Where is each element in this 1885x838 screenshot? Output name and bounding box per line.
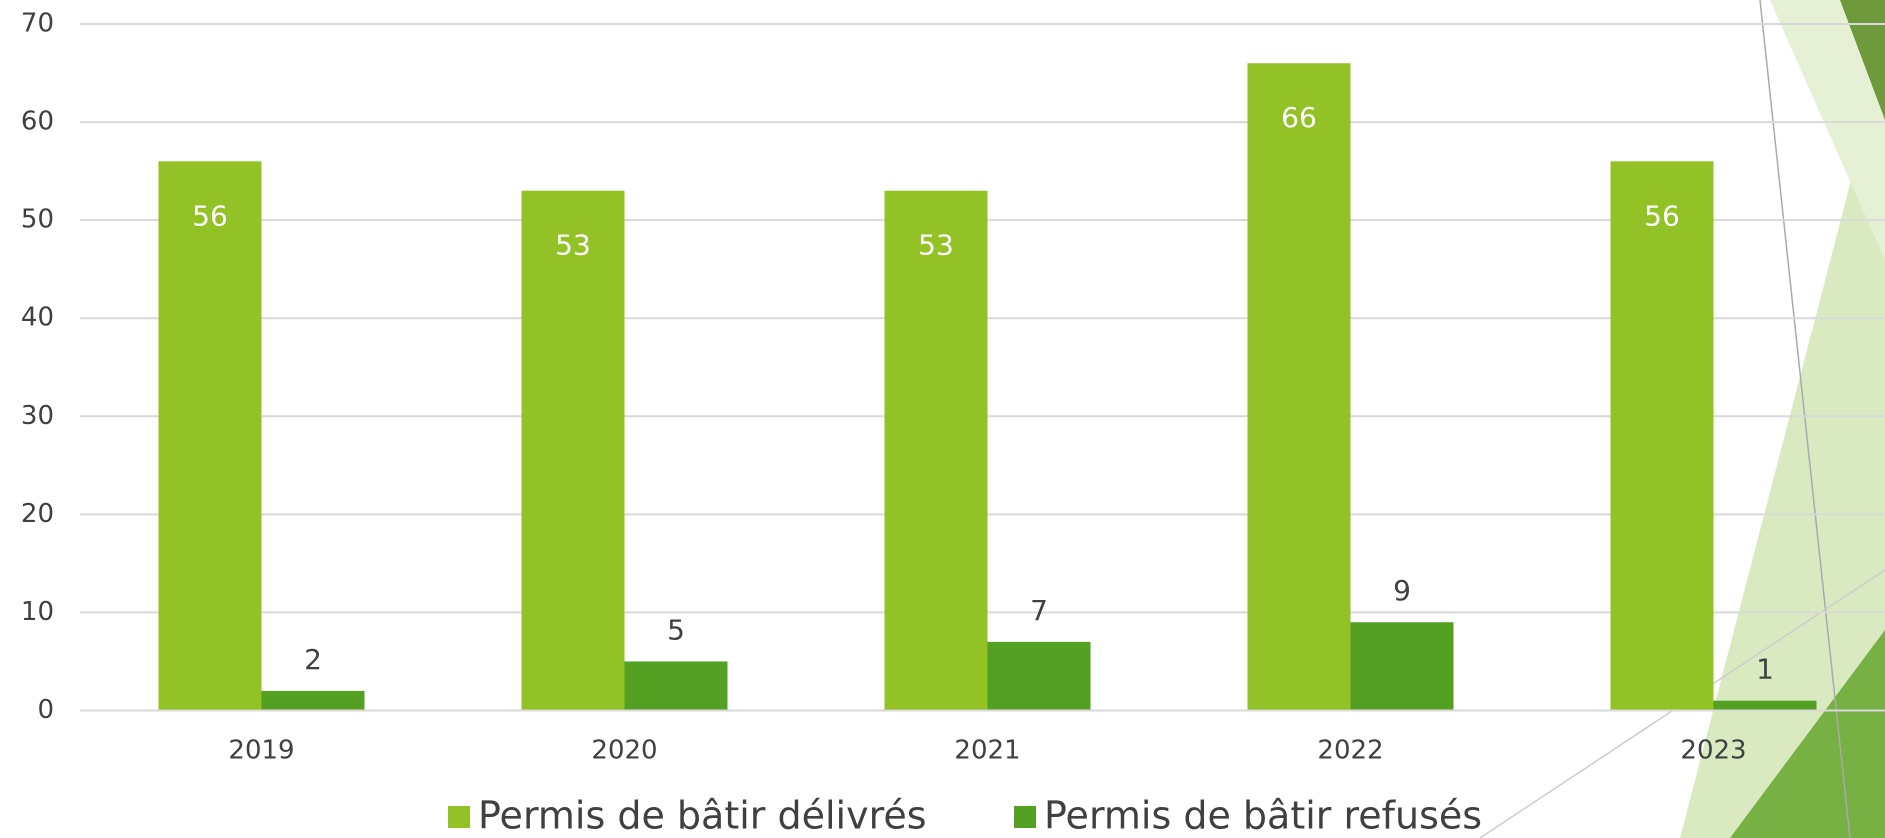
y-tick-label: 0 <box>37 695 54 725</box>
bar <box>1350 622 1454 711</box>
legend-label: Permis de bâtir délivrés <box>478 794 927 838</box>
data-label: 2 <box>304 643 322 676</box>
bar <box>987 641 1091 711</box>
y-tick-label: 30 <box>21 401 54 431</box>
data-label: 56 <box>1644 199 1680 232</box>
legend-label: Permis de bâtir refusés <box>1044 794 1482 838</box>
y-tick-label: 70 <box>21 9 54 39</box>
deco-triangle <box>1730 630 1885 838</box>
y-tick-label: 60 <box>21 107 54 137</box>
bar <box>1247 63 1351 711</box>
bar <box>521 190 625 711</box>
x-tick-label: 2019 <box>228 736 294 766</box>
x-tick-label: 2021 <box>954 736 1020 766</box>
bar <box>158 161 262 711</box>
deco-line <box>1759 0 1851 838</box>
deco-triangle <box>1770 0 1885 260</box>
bar <box>261 690 365 711</box>
y-tick-label: 10 <box>21 597 54 627</box>
y-tick-label: 40 <box>21 303 54 333</box>
deco-triangle <box>1840 0 1885 120</box>
data-label: 5 <box>667 613 685 646</box>
x-tick-label: 2020 <box>591 736 657 766</box>
bar <box>1610 161 1714 711</box>
x-tick-label: 2023 <box>1680 736 1746 766</box>
data-label: 66 <box>1281 101 1317 134</box>
deco-triangle <box>1680 50 1885 838</box>
legend-swatch <box>448 806 470 828</box>
decoration <box>1479 0 1885 838</box>
y-tick-label: 50 <box>21 205 54 235</box>
bar <box>624 661 728 711</box>
data-label: 9 <box>1393 574 1411 607</box>
data-label: 53 <box>555 229 591 262</box>
x-tick-label: 2022 <box>1317 736 1383 766</box>
bar <box>884 190 988 711</box>
legend-swatch <box>1014 806 1036 828</box>
bar <box>1713 700 1817 711</box>
data-label: 1 <box>1756 653 1774 686</box>
y-tick-label: 20 <box>21 499 54 529</box>
data-label: 7 <box>1030 594 1048 627</box>
data-label: 56 <box>192 199 228 232</box>
data-label: 53 <box>918 229 954 262</box>
